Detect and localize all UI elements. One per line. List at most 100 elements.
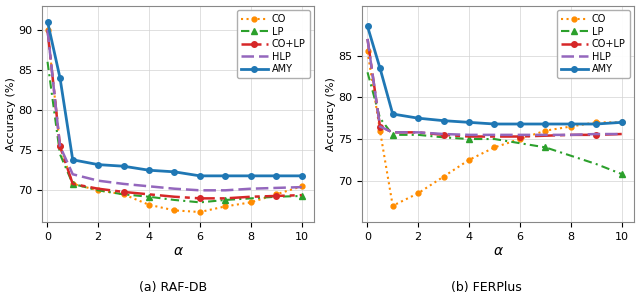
- HLP: [120, 182, 127, 186]
- HLP: [376, 125, 384, 128]
- CO+LP: [618, 132, 625, 136]
- HLP: [389, 131, 397, 134]
- Text: (a) RAF-DB: (a) RAF-DB: [139, 281, 207, 294]
- Text: (b) FERPlus: (b) FERPlus: [451, 281, 522, 294]
- Line: CO: CO: [365, 49, 624, 208]
- HLP: [364, 37, 371, 41]
- CO+LP: [567, 133, 575, 137]
- CO+LP: [221, 196, 229, 200]
- CO: [298, 184, 305, 188]
- HLP: [414, 131, 422, 134]
- CO: [56, 144, 64, 148]
- LP: [618, 172, 625, 176]
- HLP: [273, 186, 280, 190]
- CO+LP: [364, 37, 371, 41]
- Y-axis label: Accuracy (%): Accuracy (%): [6, 77, 15, 151]
- AMY: [593, 122, 600, 126]
- HLP: [145, 184, 153, 188]
- AMY: [491, 122, 499, 126]
- HLP: [298, 185, 305, 189]
- CO: [196, 210, 204, 214]
- CO: [567, 125, 575, 128]
- CO+LP: [171, 195, 179, 199]
- CO: [465, 158, 473, 162]
- LP: [44, 60, 51, 64]
- Line: HLP: HLP: [367, 39, 621, 135]
- LP: [171, 198, 179, 202]
- HLP: [171, 187, 179, 190]
- X-axis label: α: α: [173, 244, 183, 257]
- HLP: [516, 133, 524, 137]
- AMY: [69, 158, 77, 161]
- Line: HLP: HLP: [47, 30, 301, 190]
- HLP: [593, 132, 600, 136]
- AMY: [145, 168, 153, 172]
- Legend: CO, LP, CO+LP, HLP, AMY: CO, LP, CO+LP, HLP, AMY: [557, 10, 630, 78]
- AMY: [567, 122, 575, 126]
- CO: [376, 129, 384, 132]
- AMY: [465, 120, 473, 124]
- CO+LP: [298, 193, 305, 197]
- CO: [221, 205, 229, 208]
- AMY: [298, 174, 305, 178]
- LP: [196, 201, 204, 204]
- LP: [593, 162, 600, 166]
- CO+LP: [120, 190, 127, 194]
- CO+LP: [376, 125, 384, 128]
- AMY: [94, 163, 102, 167]
- Y-axis label: Accuracy (%): Accuracy (%): [326, 77, 335, 151]
- Legend: CO, LP, CO+LP, HLP, AMY: CO, LP, CO+LP, HLP, AMY: [237, 10, 310, 78]
- HLP: [618, 132, 625, 136]
- AMY: [541, 122, 549, 126]
- CO+LP: [273, 194, 280, 198]
- CO: [541, 129, 549, 132]
- HLP: [196, 189, 204, 192]
- LP: [120, 193, 127, 196]
- LP: [376, 116, 384, 120]
- CO+LP: [44, 28, 51, 31]
- Line: CO: CO: [45, 27, 304, 214]
- CO: [120, 193, 127, 196]
- Line: AMY: AMY: [45, 19, 305, 179]
- CO: [44, 28, 51, 31]
- AMY: [440, 119, 447, 123]
- LP: [465, 137, 473, 141]
- Line: LP: LP: [45, 59, 305, 205]
- CO+LP: [389, 131, 397, 134]
- HLP: [247, 187, 255, 190]
- AMY: [120, 164, 127, 168]
- LP: [364, 71, 371, 74]
- CO: [516, 137, 524, 141]
- LP: [69, 182, 77, 186]
- AMY: [273, 174, 280, 178]
- CO+LP: [465, 135, 473, 138]
- HLP: [56, 144, 64, 148]
- LP: [145, 195, 153, 199]
- CO+LP: [491, 135, 499, 138]
- LP: [491, 137, 499, 141]
- AMY: [196, 174, 204, 178]
- Line: AMY: AMY: [365, 24, 625, 127]
- AMY: [56, 76, 64, 80]
- CO+LP: [69, 182, 77, 186]
- HLP: [491, 133, 499, 137]
- LP: [440, 135, 447, 139]
- LP: [221, 198, 229, 202]
- CO: [364, 50, 371, 53]
- HLP: [440, 132, 447, 136]
- CO+LP: [247, 195, 255, 199]
- AMY: [389, 112, 397, 116]
- HLP: [465, 133, 473, 137]
- CO: [491, 146, 499, 149]
- CO: [618, 120, 625, 124]
- HLP: [69, 173, 77, 176]
- LP: [516, 141, 524, 145]
- AMY: [364, 25, 371, 28]
- CO+LP: [440, 133, 447, 137]
- Line: CO+LP: CO+LP: [45, 27, 305, 201]
- Line: CO+LP: CO+LP: [365, 36, 625, 139]
- AMY: [376, 66, 384, 70]
- X-axis label: α: α: [493, 244, 503, 257]
- CO+LP: [145, 193, 153, 196]
- LP: [414, 133, 422, 137]
